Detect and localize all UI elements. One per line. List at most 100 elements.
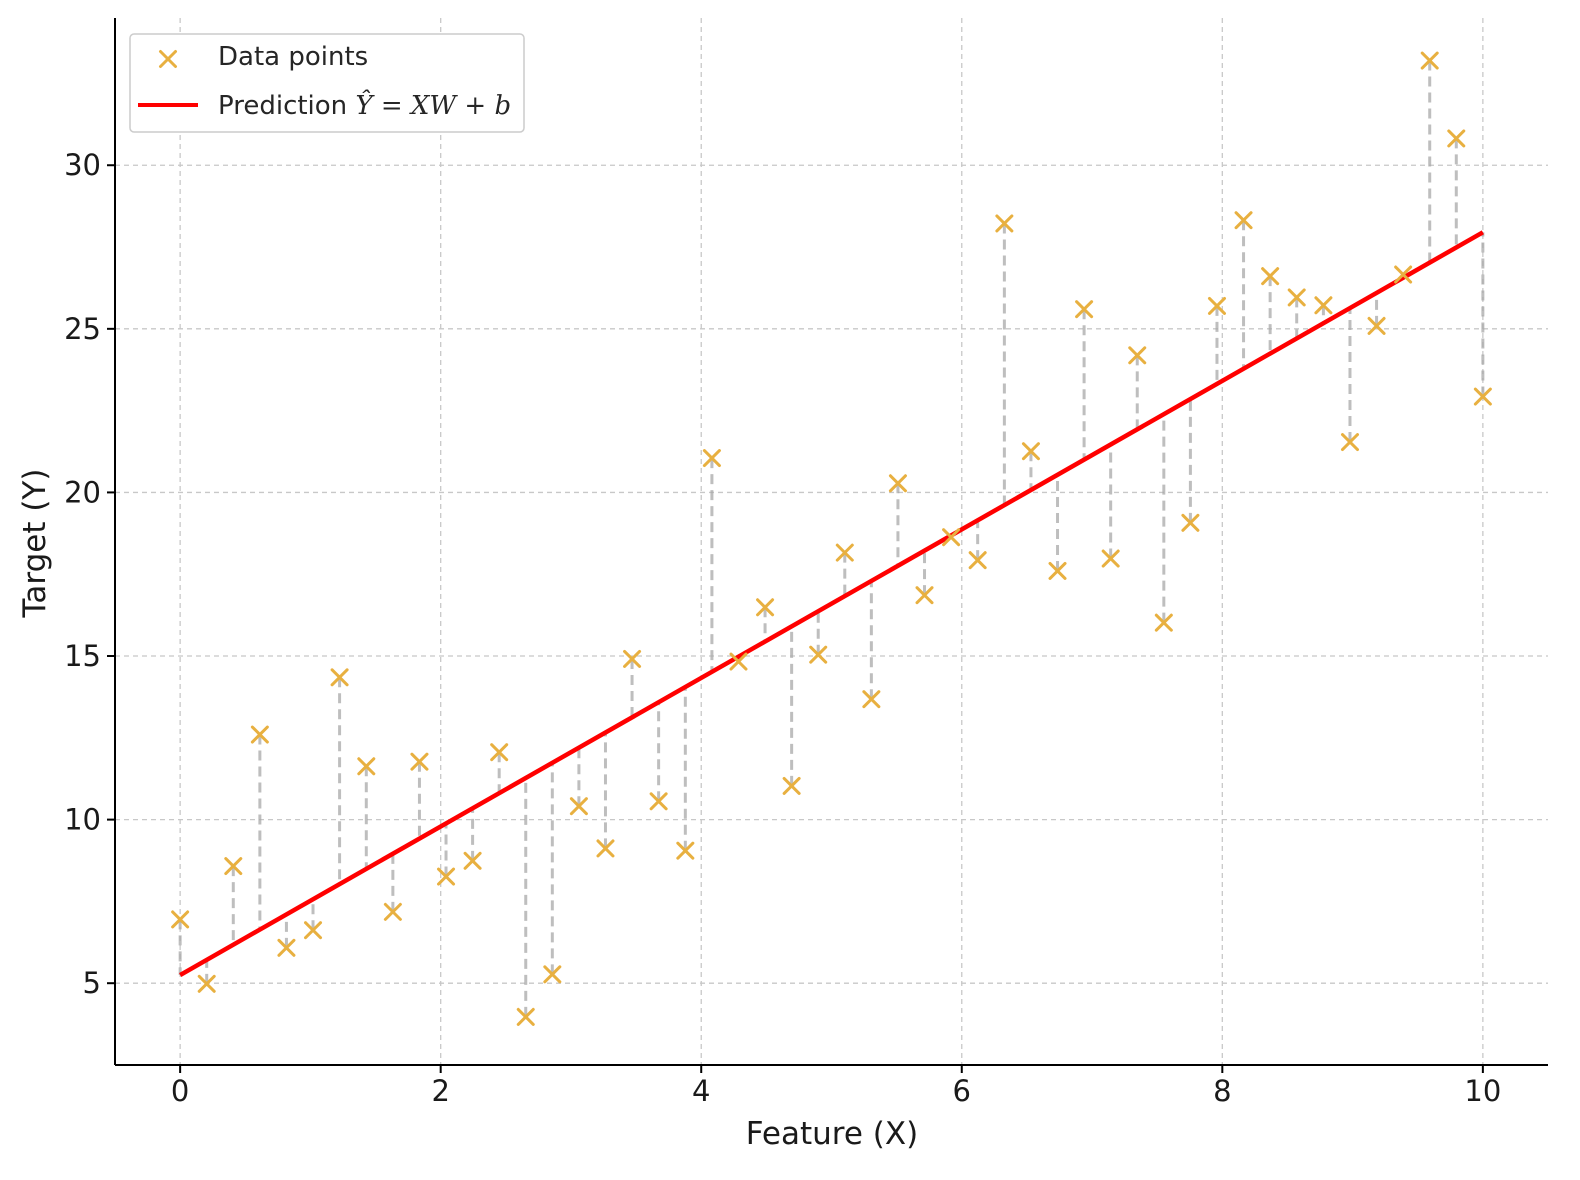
data-point-stroke [1394, 265, 1413, 284]
data-point-stroke [1314, 296, 1333, 315]
data-point-stroke [968, 551, 987, 570]
data-point [729, 652, 748, 671]
data-point-stroke [437, 867, 456, 886]
tick-labels: 0 2 4 6 8 10 5 10 15 20 25 30 [64, 148, 1501, 1108]
data-point-stroke [756, 598, 775, 617]
data-point-stroke [543, 965, 562, 984]
data-point [649, 792, 668, 811]
data-point-stroke [729, 652, 748, 671]
x-tick-label: 2 [431, 1074, 449, 1108]
x-tick-label: 6 [953, 1074, 971, 1108]
prediction-line-layer [179, 230, 1484, 977]
data-point-stroke [676, 841, 695, 860]
data-points [171, 51, 1492, 1026]
data-point [1367, 316, 1386, 335]
data-point-stroke [1048, 561, 1067, 580]
data-point-stroke [197, 974, 216, 993]
data-point-stroke [490, 743, 509, 762]
data-point [224, 857, 243, 876]
data-point [1394, 265, 1413, 284]
data-point [1181, 513, 1200, 532]
legend-label-prediction-math: Ŷ = XW + b [355, 89, 511, 121]
data-point-stroke [702, 449, 721, 468]
data-point-stroke [835, 543, 854, 562]
legend-label-prediction-prefix: Prediction [218, 91, 355, 121]
data-point-stroke [1447, 129, 1466, 148]
data-point-stroke [330, 668, 349, 687]
data-point-stroke [809, 645, 828, 664]
data-point [1340, 433, 1359, 452]
data-point [702, 449, 721, 468]
data-point [1261, 267, 1280, 286]
data-point [171, 910, 190, 929]
data-point-stroke [915, 586, 934, 605]
data-point [1128, 346, 1147, 365]
legend-frame [129, 33, 525, 133]
x-tick-label: 10 [1464, 1074, 1501, 1108]
data-point-stroke [888, 474, 907, 493]
y-tick-label: 30 [64, 148, 101, 182]
data-point-stroke [1181, 513, 1200, 532]
data-point [490, 743, 509, 762]
y-tick-label: 20 [64, 475, 101, 509]
data-point [809, 645, 828, 664]
data-point [676, 841, 695, 860]
data-point-stroke [1154, 613, 1173, 632]
data-point [1314, 296, 1333, 315]
y-tick-label: 15 [64, 639, 101, 673]
y-tick-label: 10 [64, 803, 101, 837]
data-point [1473, 387, 1492, 406]
data-point [1021, 442, 1040, 461]
data-point-stroke [383, 902, 402, 921]
residual-lines [178, 60, 1485, 1017]
data-point-stroke [1021, 442, 1040, 461]
legend-label-prediction: Prediction Ŷ = XW + b [218, 89, 511, 121]
data-point [623, 649, 642, 668]
data-point-stroke [410, 752, 429, 771]
data-point [1420, 51, 1439, 70]
axes [107, 18, 1548, 1073]
data-point [437, 867, 456, 886]
data-point-stroke [304, 921, 323, 940]
data-point [543, 965, 562, 984]
legend-label-data-points: Data points [218, 42, 368, 72]
data-point [1048, 561, 1067, 580]
data-point [250, 725, 269, 744]
data-point [330, 668, 349, 687]
data-point [1234, 211, 1253, 230]
data-point [968, 551, 987, 570]
data-point [596, 839, 615, 858]
data-point-stroke [942, 528, 961, 547]
data-point-stroke [357, 757, 376, 776]
data-point [1075, 300, 1094, 319]
data-point [782, 776, 801, 795]
x-tick-label: 8 [1213, 1074, 1231, 1108]
legend: Data points Prediction Ŷ = XW + b [129, 33, 525, 133]
y-tick-label: 25 [64, 312, 101, 346]
legend-marker-data-points [159, 50, 177, 68]
data-point-stroke [1420, 51, 1439, 70]
data-point [862, 690, 881, 709]
data-point-stroke [862, 690, 881, 709]
data-point-stroke [1261, 267, 1280, 286]
data-point [410, 752, 429, 771]
data-point-stroke [1473, 387, 1492, 406]
data-point [383, 902, 402, 921]
data-point [1447, 129, 1466, 148]
data-point [1154, 613, 1173, 632]
data-point-stroke [995, 214, 1014, 233]
data-point-stroke [649, 792, 668, 811]
data-point [1287, 288, 1306, 307]
data-point [1207, 296, 1226, 315]
legend-x-marker [159, 50, 177, 68]
data-point-stroke [1367, 316, 1386, 335]
data-point [942, 528, 961, 547]
data-point [197, 974, 216, 993]
data-point-stroke [463, 851, 482, 870]
x-tick-label: 0 [171, 1074, 189, 1108]
data-point-stroke [596, 839, 615, 858]
data-point [1101, 549, 1120, 568]
data-point [304, 921, 323, 940]
data-point-stroke [569, 797, 588, 816]
